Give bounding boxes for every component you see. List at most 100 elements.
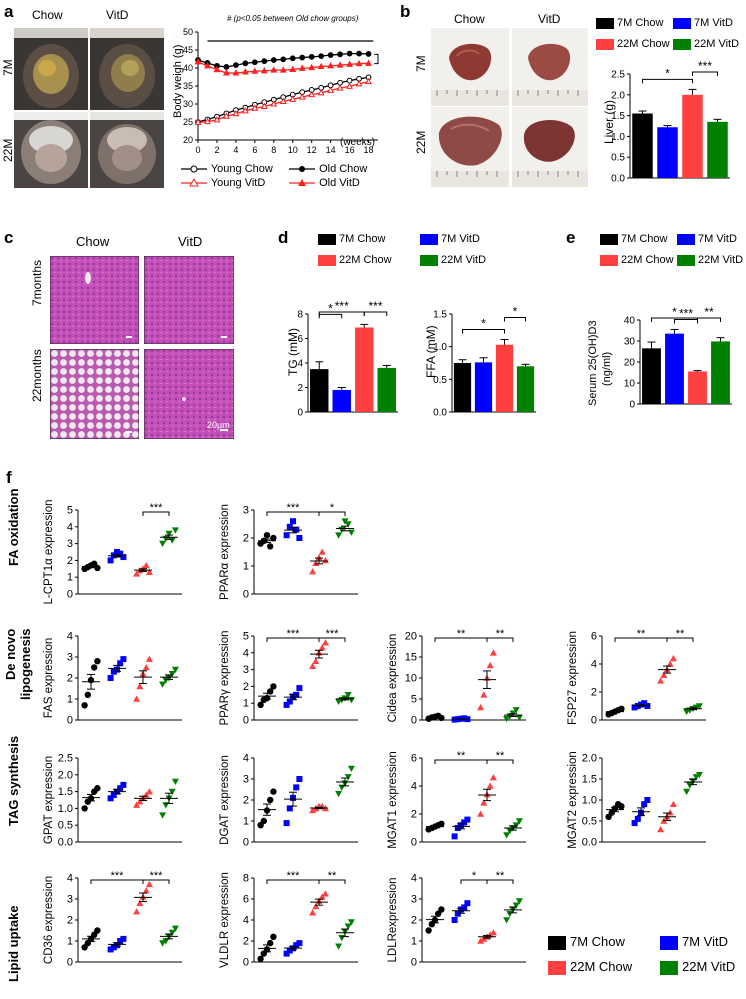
f-ytick-label-4: 15 (405, 652, 417, 664)
f-point-10 (94, 927, 101, 934)
f-point-4 (477, 703, 485, 711)
f-ytick-label-7: 0 (243, 837, 249, 849)
f-point-1 (293, 526, 300, 533)
f-row-label-lipid-uptake: Lipid uptake (6, 905, 21, 982)
d-tg-ytick-label: 2 (297, 383, 303, 394)
a-point-2 (327, 86, 335, 93)
f-ytick-label-2: 1 (67, 694, 73, 706)
e-ytick-label: 0 (629, 400, 635, 411)
f-sig-bracket-11 (318, 879, 346, 884)
f-point-4 (480, 691, 488, 698)
e-legend-22m-vitd: 22M VitD (677, 254, 743, 266)
e-legend-label-22m-vitd: 22M VitD (698, 254, 744, 266)
e-sig-bracket-2 (697, 317, 721, 322)
a-point-3 (308, 63, 316, 71)
panel-letter-a: a (4, 2, 14, 21)
f-sig-bracket-12 (486, 879, 514, 884)
a-legend-old-chow: Old Chow (288, 163, 367, 175)
a-ytick-label: 35 (183, 81, 193, 91)
f-point-4 (512, 707, 520, 714)
b-legend-7m-vitd: 7M VitD (673, 17, 733, 29)
f-sig-label-0: *** (150, 502, 164, 514)
f-ytick-label-11: 2 (243, 936, 249, 948)
a-legend-old-chow-label: Old Chow (319, 163, 368, 175)
f-ytick-label-3: 4 (243, 647, 249, 659)
f-point-11 (293, 942, 300, 949)
f-point-2 (81, 702, 88, 709)
f-point-10 (171, 925, 179, 932)
a-xtick-label: 6 (252, 145, 257, 155)
f-ytick-label-1: 1 (243, 561, 249, 573)
f-point-1 (296, 535, 303, 541)
f-sig-label-12: * (472, 870, 477, 882)
a-significance-bracket (374, 53, 379, 65)
a-point-3 (232, 69, 240, 76)
f-row-label-fa-oxidation: FA oxidation (6, 488, 21, 566)
a-point-2 (232, 109, 240, 117)
f-point-5 (695, 703, 703, 710)
f-scatter-panel-12: 0 1 2 3 4 LDLRexpression * ** (386, 868, 536, 985)
f-ytick-label-6: 1.5 (58, 786, 73, 798)
f-legend-swatch-7m-vitd (660, 935, 678, 950)
f-scatter-svg-5: 0 2 4 6 FSP27 expression ** ** (567, 628, 706, 727)
d-legend-7m-vitd: 7M VitD (420, 233, 480, 245)
d-tg-sig-bracket-0 (318, 313, 343, 319)
f-point-2 (91, 664, 98, 671)
a-xtick-label: 4 (233, 145, 238, 155)
f-y-axis-label-2: FAS expression (43, 638, 55, 719)
d-tg-bar-1 (332, 389, 351, 412)
f-y-axis-label-8: MGAT1 expression (387, 751, 399, 849)
a-point-3 (336, 61, 344, 68)
f-point-1 (309, 568, 317, 575)
f-ytick-label-7: 1 (243, 816, 249, 828)
f-scatter-panel-8: 0 2 4 6 MGAT1 expression ** ** (386, 748, 536, 865)
d-legend-swatch-22m-chow (318, 254, 336, 266)
f-ytick-label-3: 2 (243, 681, 249, 693)
b-bar-3 (707, 121, 728, 178)
f-point-4 (451, 716, 458, 723)
f-ytick-label-8: 2 (411, 809, 417, 821)
f-ytick-label-9: 2.0 (582, 753, 597, 765)
d-ffa-bar-0 (453, 363, 472, 412)
f-ytick-label-10: 3 (67, 894, 73, 906)
f-point-0 (117, 550, 124, 557)
f-scatter-panel-2: 0 1 2 3 4 FAS expression (42, 626, 192, 743)
b-legend-22m-vitd: 22M VitD (673, 38, 739, 50)
f-ytick-label-12: 4 (411, 873, 417, 885)
e-ytick-label: 30 (624, 337, 636, 348)
f-point-1 (283, 532, 290, 539)
f-point-11 (296, 940, 303, 947)
f-point-10 (120, 935, 127, 942)
a-point-1 (346, 50, 353, 57)
f-ytick-label-2: 2 (67, 673, 73, 685)
d-legend-label-22m-chow: 22M Chow (339, 254, 392, 266)
b-sig-label-1: *** (698, 60, 712, 73)
d-ffa-sig-bracket-1 (504, 316, 526, 322)
f-point-5 (669, 654, 677, 662)
panel-letter-d: d (278, 228, 289, 247)
f-point-1 (315, 554, 323, 561)
f-ytick-label-1: 2 (243, 533, 249, 545)
e-ytick-label: 40 (624, 316, 636, 327)
e-legend-swatch-22m-chow (600, 254, 618, 266)
b-legend-22m-chow: 22M Chow (596, 38, 670, 50)
f-point-6 (81, 805, 88, 812)
f-scatter-panel-9: 0.0 0.5 1.0 1.5 2.0 MGAT2 expression (566, 748, 716, 865)
f-point-7 (293, 784, 300, 791)
f-point-9 (657, 825, 665, 833)
f-ytick-label-9: 1.0 (582, 795, 597, 807)
f-point-4 (515, 714, 523, 721)
f-sig-label-1: *** (287, 502, 301, 514)
f-ytick-label-0: 3 (67, 538, 73, 550)
f-point-3 (270, 683, 277, 690)
f-scatter-svg-7: 0 1 2 3 4 DGAT expression (219, 753, 358, 849)
f-point-3 (318, 644, 326, 651)
a-point-1 (242, 60, 249, 67)
f-point-1 (270, 534, 277, 542)
f-ytick-label-5: 6 (591, 631, 597, 643)
f-point-10 (117, 938, 124, 944)
f-point-4 (503, 715, 511, 723)
f-ytick-label-10: 1 (67, 936, 73, 948)
d-legend-swatch-7m-chow (318, 233, 336, 245)
f-point-8 (486, 782, 494, 789)
